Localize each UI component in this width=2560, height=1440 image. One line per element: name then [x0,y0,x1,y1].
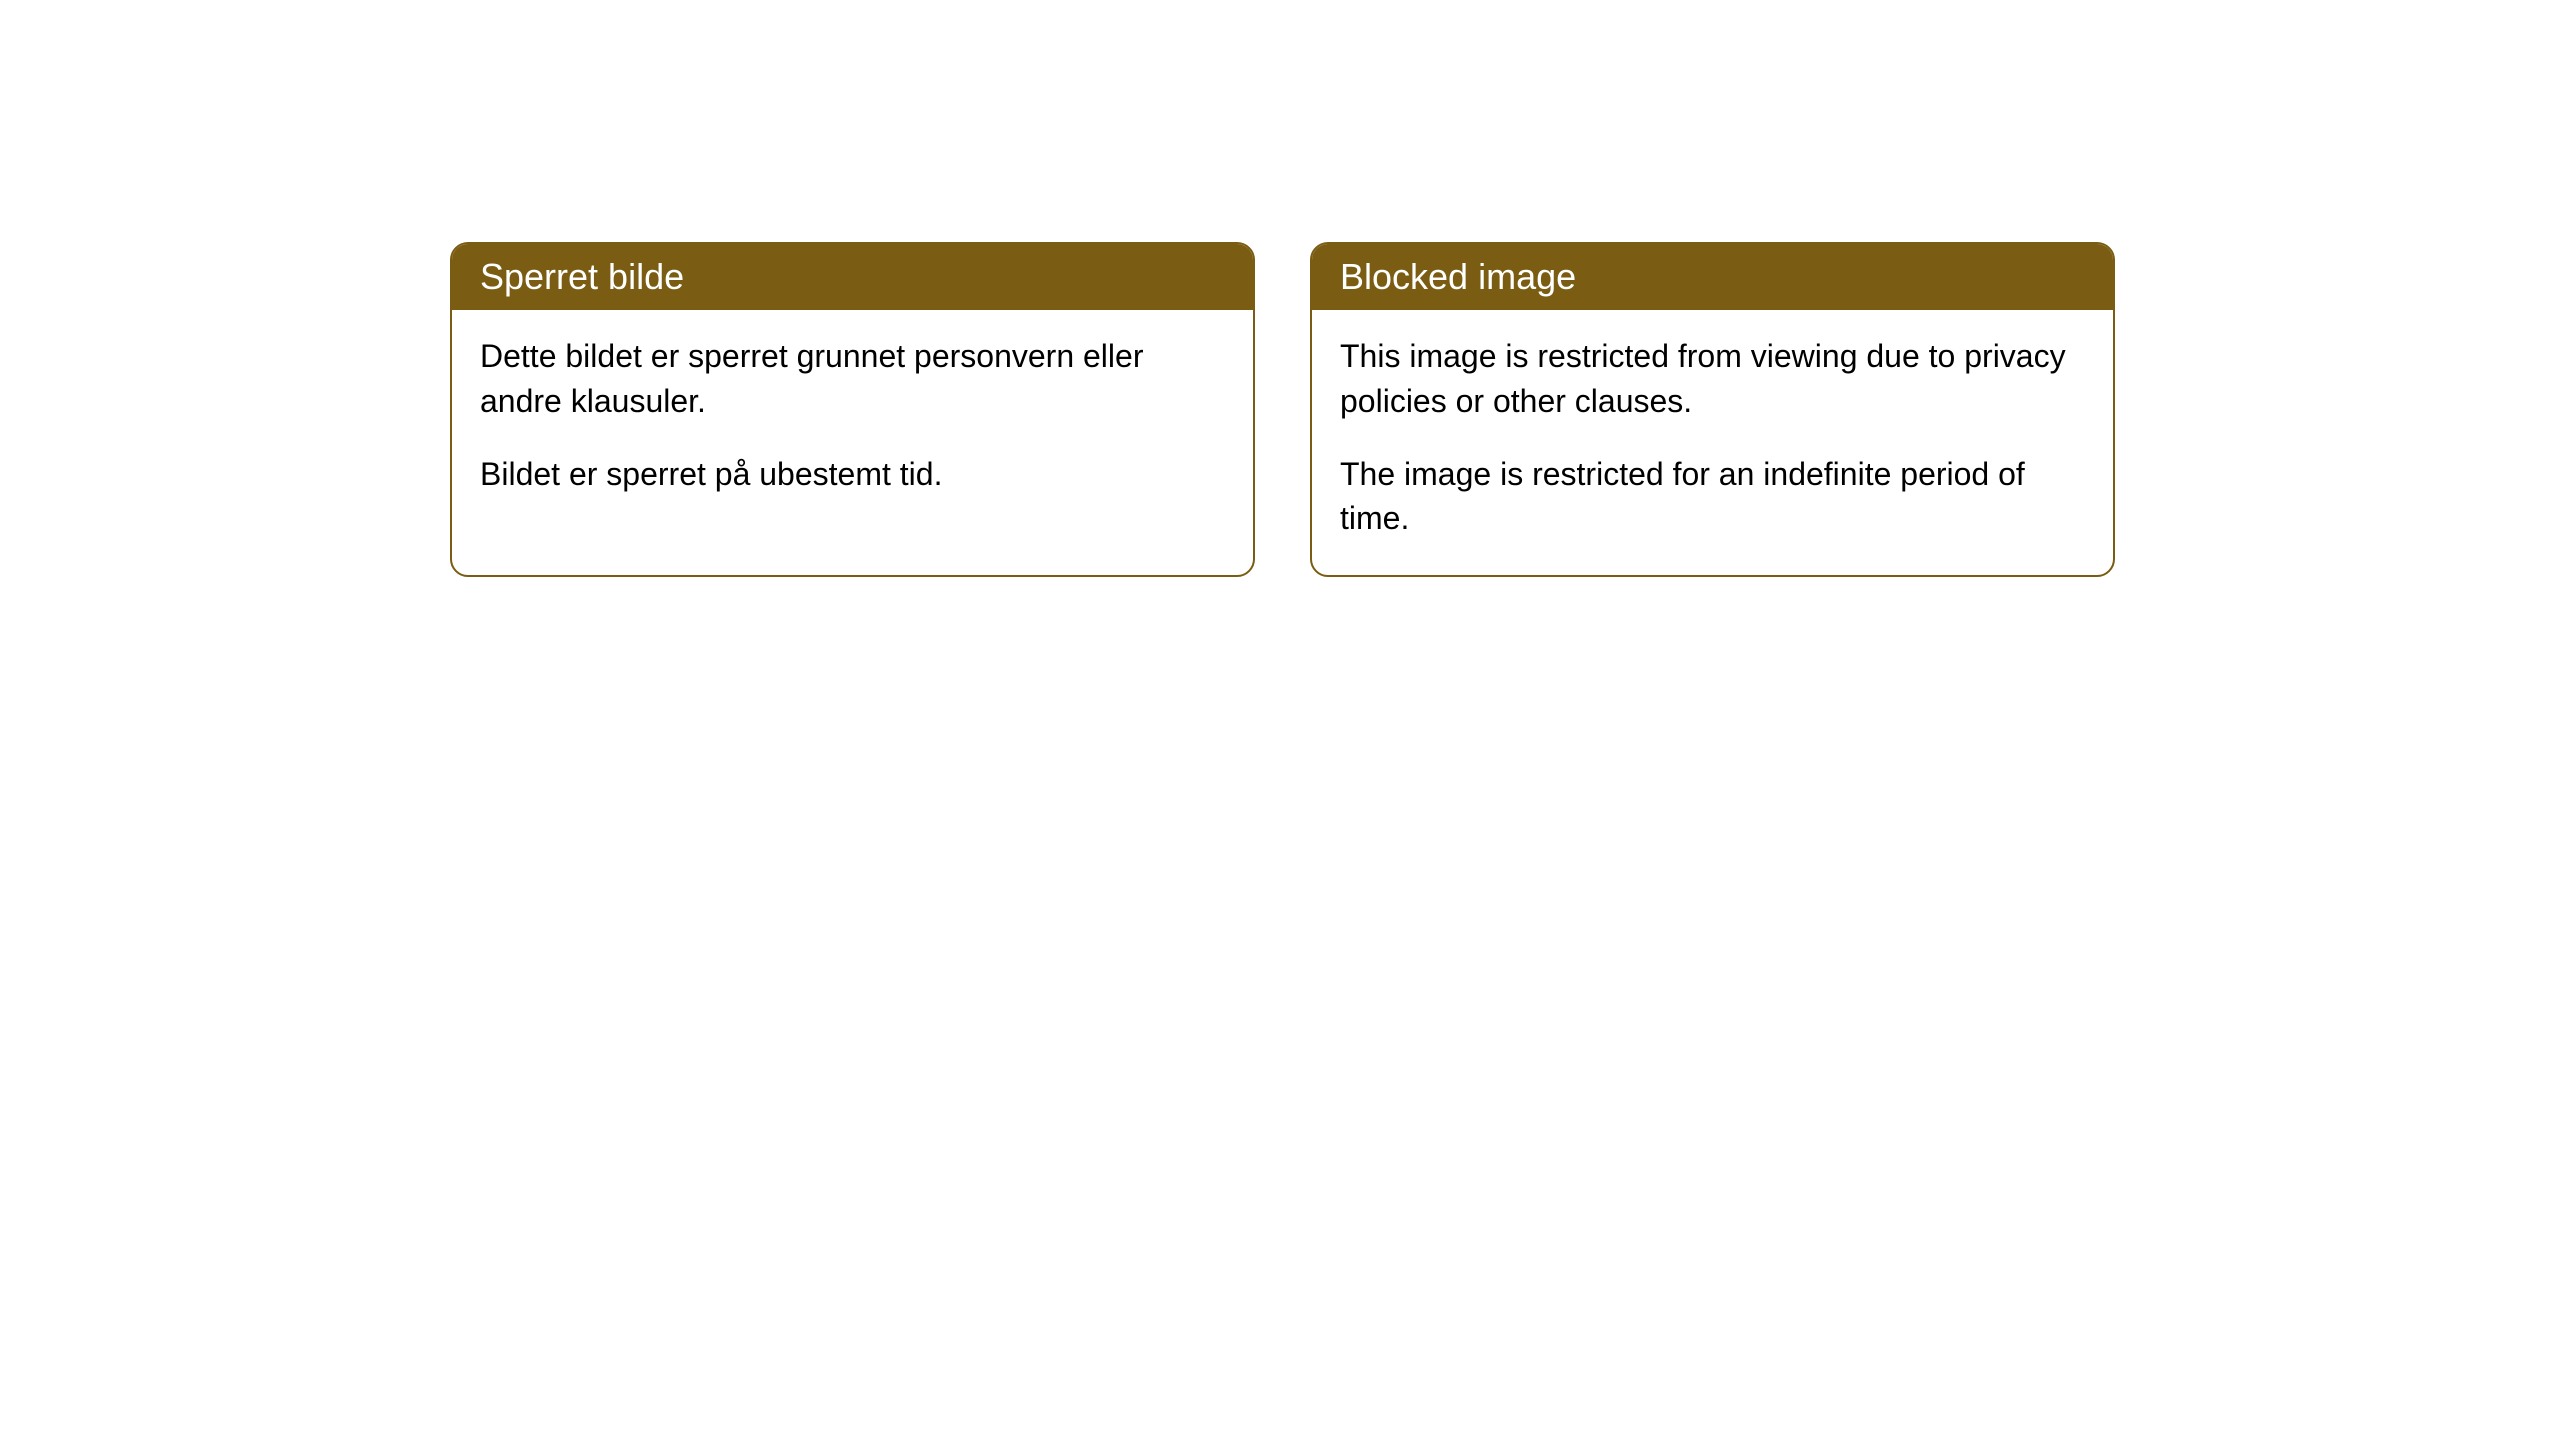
notice-card-norwegian: Sperret bilde Dette bildet er sperret gr… [450,242,1255,577]
notice-title: Sperret bilde [480,256,684,297]
notice-header: Sperret bilde [452,244,1253,310]
notice-container: Sperret bilde Dette bildet er sperret gr… [450,242,2115,577]
notice-body: This image is restricted from viewing du… [1312,310,2113,575]
notice-header: Blocked image [1312,244,2113,310]
notice-paragraph: Dette bildet er sperret grunnet personve… [480,334,1225,424]
notice-card-english: Blocked image This image is restricted f… [1310,242,2115,577]
notice-paragraph: The image is restricted for an indefinit… [1340,452,2085,542]
notice-paragraph: This image is restricted from viewing du… [1340,334,2085,424]
notice-paragraph: Bildet er sperret på ubestemt tid. [480,452,1225,497]
notice-body: Dette bildet er sperret grunnet personve… [452,310,1253,530]
notice-title: Blocked image [1340,256,1576,297]
